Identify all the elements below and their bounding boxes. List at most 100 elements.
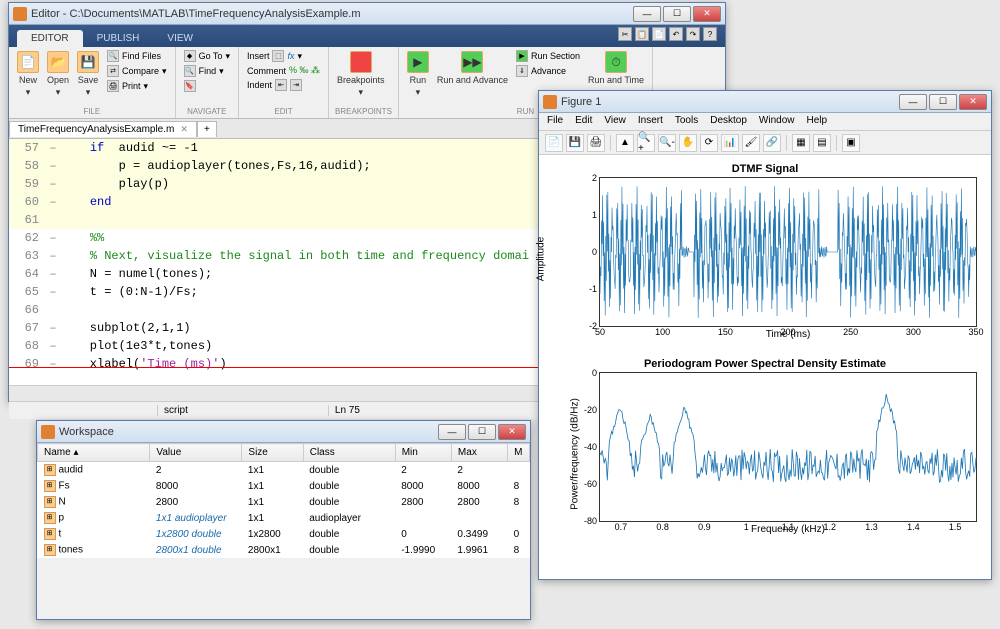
menu-item[interactable]: View <box>604 115 626 128</box>
figure-menubar: File Edit View Insert Tools Desktop Window Help <box>539 113 991 131</box>
maximize-button[interactable]: ☐ <box>663 6 691 22</box>
close-button[interactable]: ✕ <box>498 424 526 440</box>
column-header[interactable]: M <box>508 444 530 462</box>
open-button[interactable]: 📂Open▾ <box>45 49 71 100</box>
x-tick: 1.5 <box>949 521 962 532</box>
menu-item[interactable]: Tools <box>675 115 698 128</box>
x-tick: 100 <box>655 326 670 337</box>
table-row[interactable]: ⊞N28001x1double280028008 <box>38 494 530 510</box>
table-row[interactable]: ⊞Fs80001x1double800080008 <box>38 478 530 494</box>
y-tick: -60 <box>584 479 600 489</box>
y-tick: -1 <box>589 284 600 294</box>
qat-btn[interactable]: 📄 <box>652 27 666 41</box>
x-tick: 150 <box>718 326 733 337</box>
tab-view[interactable]: VIEW <box>153 30 207 47</box>
advance-button[interactable]: ⇓Advance <box>514 64 582 78</box>
y-tick: -40 <box>584 442 600 452</box>
chart1-title: DTMF Signal <box>553 163 977 175</box>
file-tab[interactable]: TimeFrequencyAnalysisExample.m✕ <box>9 121 197 137</box>
run-section-button[interactable]: ▶Run Section <box>514 49 582 63</box>
y-tick: 0 <box>592 247 600 257</box>
table-row[interactable]: ⊞audid21x1double22 <box>38 462 530 479</box>
x-tick: 0.8 <box>656 521 669 532</box>
qat-btn[interactable]: ? <box>703 27 717 41</box>
run-button[interactable]: ▶Run▾ <box>405 49 431 100</box>
goto-button[interactable]: ◆Go To ▾ <box>182 49 232 63</box>
insert-button[interactable]: Insert ⬚ fx ▾ <box>245 49 322 63</box>
find-files-button[interactable]: 🔍Find Files <box>105 49 169 63</box>
status-line: Ln 75 <box>328 405 360 416</box>
x-tick: 50 <box>595 326 605 337</box>
breakpoints-button[interactable]: Breakpoints▾ <box>335 49 387 100</box>
qat-btn[interactable]: 📋 <box>635 27 649 41</box>
datatip-button[interactable]: 📊 <box>721 134 739 152</box>
table-row[interactable]: ⊞t1x2800 double1x2800double00.34990 <box>38 526 530 542</box>
workspace-table: Name ▴ValueSizeClassMinMaxM⊞audid21x1dou… <box>37 443 530 558</box>
pointer-button[interactable]: ▲ <box>616 134 634 152</box>
x-tick: 1.4 <box>907 521 920 532</box>
chart2-axes[interactable]: -80-60-40-2000.70.80.911.11.21.31.41.5 <box>599 372 977 522</box>
maximize-button[interactable]: ☐ <box>929 94 957 110</box>
qat-btn[interactable]: ↷ <box>686 27 700 41</box>
maximize-button[interactable]: ☐ <box>468 424 496 440</box>
find-button[interactable]: 🔍Find ▾ <box>182 64 232 78</box>
column-header[interactable]: Class <box>303 444 395 462</box>
table-row[interactable]: ⊞tones2800x1 double2800x1double-1.99901.… <box>38 542 530 558</box>
print-fig-button[interactable]: 🖨 <box>587 134 605 152</box>
close-button[interactable]: ✕ <box>959 94 987 110</box>
qat-btn[interactable]: ↶ <box>669 27 683 41</box>
rotate-button[interactable]: ⟳ <box>700 134 718 152</box>
editor-titlebar[interactable]: Editor - C:\Documents\MATLAB\TimeFrequen… <box>9 3 725 25</box>
run-advance-button[interactable]: ▶▶Run and Advance <box>435 49 510 87</box>
menu-item[interactable]: Help <box>807 115 828 128</box>
colorbar-button[interactable]: ▦ <box>792 134 810 152</box>
workspace-titlebar[interactable]: Workspace — ☐ ✕ <box>37 421 530 443</box>
ribbon-group-navigate: ◆Go To ▾ 🔍Find ▾ 🔖 NAVIGATE <box>176 47 239 118</box>
figure-titlebar[interactable]: Figure 1 — ☐ ✕ <box>539 91 991 113</box>
legend-button[interactable]: ▤ <box>813 134 831 152</box>
chart-dtmf: DTMF Signal Amplitude -2-101250100150200… <box>553 163 977 340</box>
column-header[interactable]: Max <box>451 444 507 462</box>
new-fig-button[interactable]: 📄 <box>545 134 563 152</box>
figure-window: Figure 1 — ☐ ✕ File Edit View Insert Tools De… <box>538 90 992 580</box>
column-header[interactable]: Name ▴ <box>38 444 150 462</box>
dock-button[interactable]: ▣ <box>842 134 860 152</box>
figure-title: Figure 1 <box>561 96 899 108</box>
minimize-button[interactable]: — <box>633 6 661 22</box>
menu-item[interactable]: Insert <box>638 115 663 128</box>
column-header[interactable]: Value <box>150 444 242 462</box>
brush-button[interactable]: 🖌 <box>742 134 760 152</box>
y-tick: 2 <box>592 173 600 183</box>
bookmark-button[interactable]: 🔖 <box>182 79 232 93</box>
column-header[interactable]: Min <box>395 444 451 462</box>
menu-item[interactable]: File <box>547 115 563 128</box>
compare-button[interactable]: ⇄Compare ▾ <box>105 64 169 78</box>
menu-item[interactable]: Edit <box>575 115 592 128</box>
zoom-in-button[interactable]: 🔍+ <box>637 134 655 152</box>
pan-button[interactable]: ✋ <box>679 134 697 152</box>
comment-button[interactable]: Comment % ‰ ⁂ <box>245 64 322 77</box>
qat-btn[interactable]: ✂ <box>618 27 632 41</box>
save-button[interactable]: 💾Save▾ <box>75 49 101 100</box>
minimize-button[interactable]: — <box>899 94 927 110</box>
save-fig-button[interactable]: 💾 <box>566 134 584 152</box>
new-tab-button[interactable]: + <box>197 121 217 137</box>
new-button[interactable]: 📄New▾ <box>15 49 41 100</box>
minimize-button[interactable]: — <box>438 424 466 440</box>
matlab-icon <box>543 95 557 109</box>
tab-publish[interactable]: PUBLISH <box>83 30 154 47</box>
indent-button[interactable]: Indent ⇤⇥ <box>245 78 322 92</box>
link-button[interactable]: 🔗 <box>763 134 781 152</box>
menu-item[interactable]: Window <box>759 115 795 128</box>
tab-editor[interactable]: EDITOR <box>17 30 83 47</box>
column-header[interactable]: Size <box>242 444 303 462</box>
menu-item[interactable]: Desktop <box>710 115 747 128</box>
close-button[interactable]: ✕ <box>693 6 721 22</box>
print-button[interactable]: 🖨Print ▾ <box>105 79 169 93</box>
zoom-out-button[interactable]: 🔍- <box>658 134 676 152</box>
close-tab-icon[interactable]: ✕ <box>180 124 188 135</box>
table-row[interactable]: ⊞p1x1 audioplayer1x1audioplayer <box>38 510 530 526</box>
chart1-axes[interactable]: -2-101250100150200250300350 <box>599 177 977 327</box>
x-tick: 0.9 <box>698 521 711 532</box>
run-time-button[interactable]: ⏱Run and Time <box>586 49 646 87</box>
